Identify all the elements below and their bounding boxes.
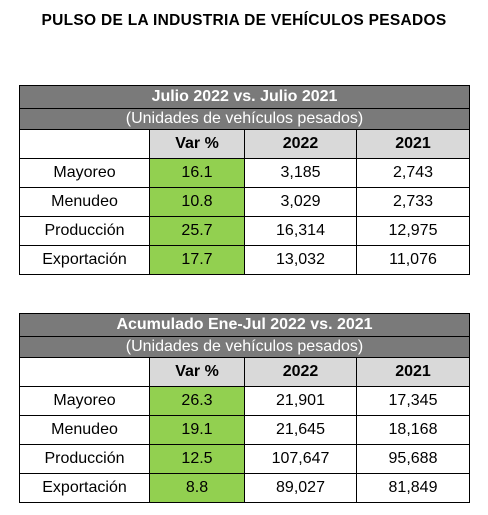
value-2021-cell: 18,168 bbox=[356, 415, 470, 445]
value-2021-cell: 2,743 bbox=[355, 158, 471, 188]
corner-cell bbox=[19, 357, 150, 387]
table-subheading: (Unidades de vehículos pesados) bbox=[19, 336, 470, 358]
value-2021-cell: 81,849 bbox=[356, 473, 470, 503]
table-heading: Acumulado Ene-Jul 2022 vs. 2021 bbox=[19, 313, 470, 337]
value-2022-cell: 16,314 bbox=[244, 216, 357, 246]
value-2022-cell: 21,645 bbox=[244, 415, 357, 445]
var-cell: 16.1 bbox=[149, 158, 245, 188]
row-label: Exportación bbox=[19, 473, 150, 503]
var-cell: 12.5 bbox=[149, 444, 245, 474]
value-2021-cell: 95,688 bbox=[356, 444, 470, 474]
cumulative-comparison-table: Acumulado Ene-Jul 2022 vs. 2021 (Unidade… bbox=[19, 313, 470, 503]
table-row: Exportación 8.8 89,027 81,849 bbox=[19, 473, 470, 503]
row-label: Menudeo bbox=[19, 187, 150, 217]
var-cell: 17.7 bbox=[149, 245, 245, 275]
value-2022-cell: 13,032 bbox=[244, 245, 357, 275]
var-cell: 10.8 bbox=[149, 187, 245, 217]
row-label: Mayoreo bbox=[19, 386, 150, 416]
value-2022-cell: 89,027 bbox=[244, 473, 357, 503]
page-title: PULSO DE LA INDUSTRIA DE VEHÍCULOS PESAD… bbox=[41, 12, 447, 29]
column-header-var: Var % bbox=[149, 129, 245, 159]
value-2022-cell: 21,901 bbox=[244, 386, 357, 416]
var-cell: 19.1 bbox=[149, 415, 245, 445]
row-label: Menudeo bbox=[19, 415, 150, 445]
value-2021-cell: 12,975 bbox=[355, 216, 471, 246]
value-2021-cell: 17,345 bbox=[356, 386, 470, 416]
var-cell: 26.3 bbox=[149, 386, 245, 416]
column-header-2021: 2021 bbox=[355, 129, 471, 159]
value-2021-cell: 11,076 bbox=[355, 245, 471, 275]
var-cell: 25.7 bbox=[149, 216, 245, 246]
row-label: Mayoreo bbox=[19, 158, 150, 188]
row-label: Exportación bbox=[19, 245, 150, 275]
table-row: Mayoreo 26.3 21,901 17,345 bbox=[19, 386, 470, 416]
column-header-2021: 2021 bbox=[356, 357, 470, 387]
table-row: Mayoreo 16.1 3,185 2,743 bbox=[19, 158, 471, 188]
column-header-var: Var % bbox=[149, 357, 245, 387]
table-row: Exportación 17.7 13,032 11,076 bbox=[19, 245, 471, 275]
table-row: Producción 12.5 107,647 95,688 bbox=[19, 444, 470, 474]
row-label: Producción bbox=[19, 216, 150, 246]
value-2022-cell: 3,185 bbox=[244, 158, 357, 188]
monthly-comparison-table: Julio 2022 vs. Julio 2021 (Unidades de v… bbox=[18, 85, 471, 275]
var-cell: 8.8 bbox=[149, 473, 245, 503]
value-2021-cell: 2,733 bbox=[355, 187, 471, 217]
table-subheading: (Unidades de vehículos pesados) bbox=[18, 108, 471, 130]
table-heading: Julio 2022 vs. Julio 2021 bbox=[18, 85, 471, 109]
corner-cell bbox=[19, 129, 150, 159]
column-header-2022: 2022 bbox=[244, 129, 357, 159]
table-row: Producción 25.7 16,314 12,975 bbox=[19, 216, 471, 246]
row-label: Producción bbox=[19, 444, 150, 474]
table-row: Menudeo 10.8 3,029 2,733 bbox=[19, 187, 471, 217]
value-2022-cell: 3,029 bbox=[244, 187, 357, 217]
value-2022-cell: 107,647 bbox=[244, 444, 357, 474]
table-row: Menudeo 19.1 21,645 18,168 bbox=[19, 415, 470, 445]
column-header-2022: 2022 bbox=[244, 357, 357, 387]
